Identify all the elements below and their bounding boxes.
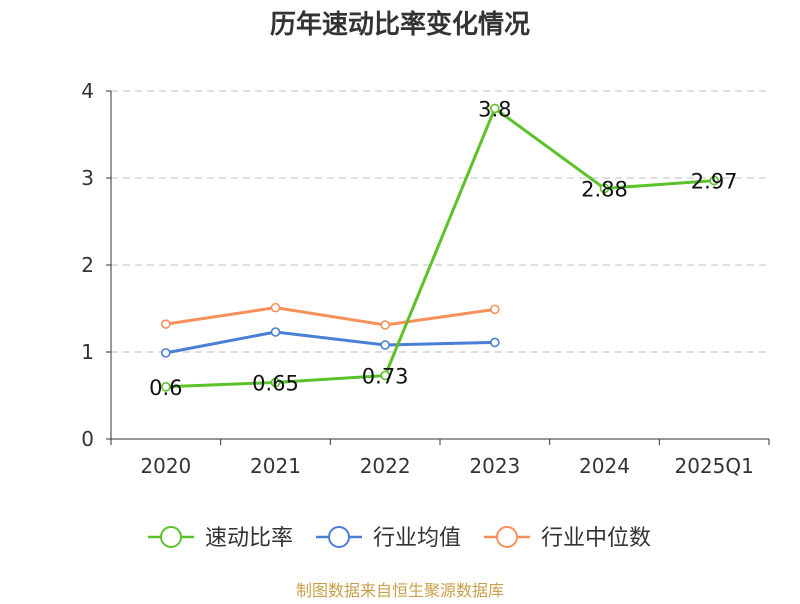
data-point [161, 319, 171, 329]
axes: 0 1 2 3 4 2020 2021 2022 2023 2024 2025Q1 [81, 79, 770, 478]
x-tick-label: 2024 [579, 454, 630, 478]
data-point [270, 302, 281, 313]
data-labels: 0.6 0.65 0.73 3.8 2.88 2.97 [149, 97, 737, 399]
series-3 [161, 302, 500, 330]
x-tick-label: 2022 [360, 454, 411, 478]
data-point [270, 377, 281, 388]
legend-item-2[interactable]: 行业均值 [316, 526, 461, 551]
x-tick-label: 2020 [140, 454, 191, 478]
data-label: 0.65 [252, 371, 299, 395]
y-tick-label: 4 [81, 79, 94, 103]
series-line [165, 106, 715, 389]
data-label: 2.88 [581, 177, 628, 201]
x-tick-label: 2025Q1 [674, 454, 753, 478]
data-point [161, 381, 171, 392]
y-tick-label: 1 [81, 340, 94, 364]
data-point [380, 320, 390, 330]
y-tick-label: 2 [81, 253, 94, 277]
legend-marker-icon [328, 526, 350, 548]
data-point [161, 348, 171, 358]
grid-lines [111, 90, 769, 353]
source-note: 制图数据来自恒生聚源数据库 [296, 581, 504, 600]
series-1 [161, 103, 719, 392]
data-point [490, 304, 500, 315]
data-label: 2.97 [691, 170, 738, 194]
x-tick-label: 2021 [250, 454, 301, 478]
data-point [380, 340, 390, 350]
data-point [490, 103, 500, 114]
data-point [270, 327, 281, 337]
data-point [709, 175, 719, 186]
legend-label: 行业均值 [373, 526, 461, 551]
series-2 [161, 327, 500, 358]
legend[interactable]: 速动比率 行业均值 行业中位数 [148, 526, 651, 551]
chart-title: 历年速动比率变化情况 [270, 9, 530, 40]
legend-marker-icon [496, 526, 518, 548]
x-tick-label: 2023 [469, 454, 520, 478]
data-point [380, 370, 390, 381]
series-line [165, 330, 495, 355]
y-tick-label: 0 [81, 427, 94, 451]
data-label: 0.6 [149, 376, 182, 400]
legend-label: 行业中位数 [541, 526, 651, 551]
legend-label: 速动比率 [205, 526, 293, 551]
data-label: 3.8 [478, 97, 511, 121]
series-line [165, 306, 496, 327]
data-label: 0.73 [362, 364, 409, 388]
legend-item-3[interactable]: 行业中位数 [484, 526, 651, 551]
data-point [599, 183, 610, 194]
legend-marker-icon [160, 526, 182, 548]
legend-item-1[interactable]: 速动比率 [148, 526, 293, 551]
series-lines [161, 103, 719, 392]
data-point [490, 337, 500, 348]
y-tick-label: 3 [81, 166, 94, 190]
